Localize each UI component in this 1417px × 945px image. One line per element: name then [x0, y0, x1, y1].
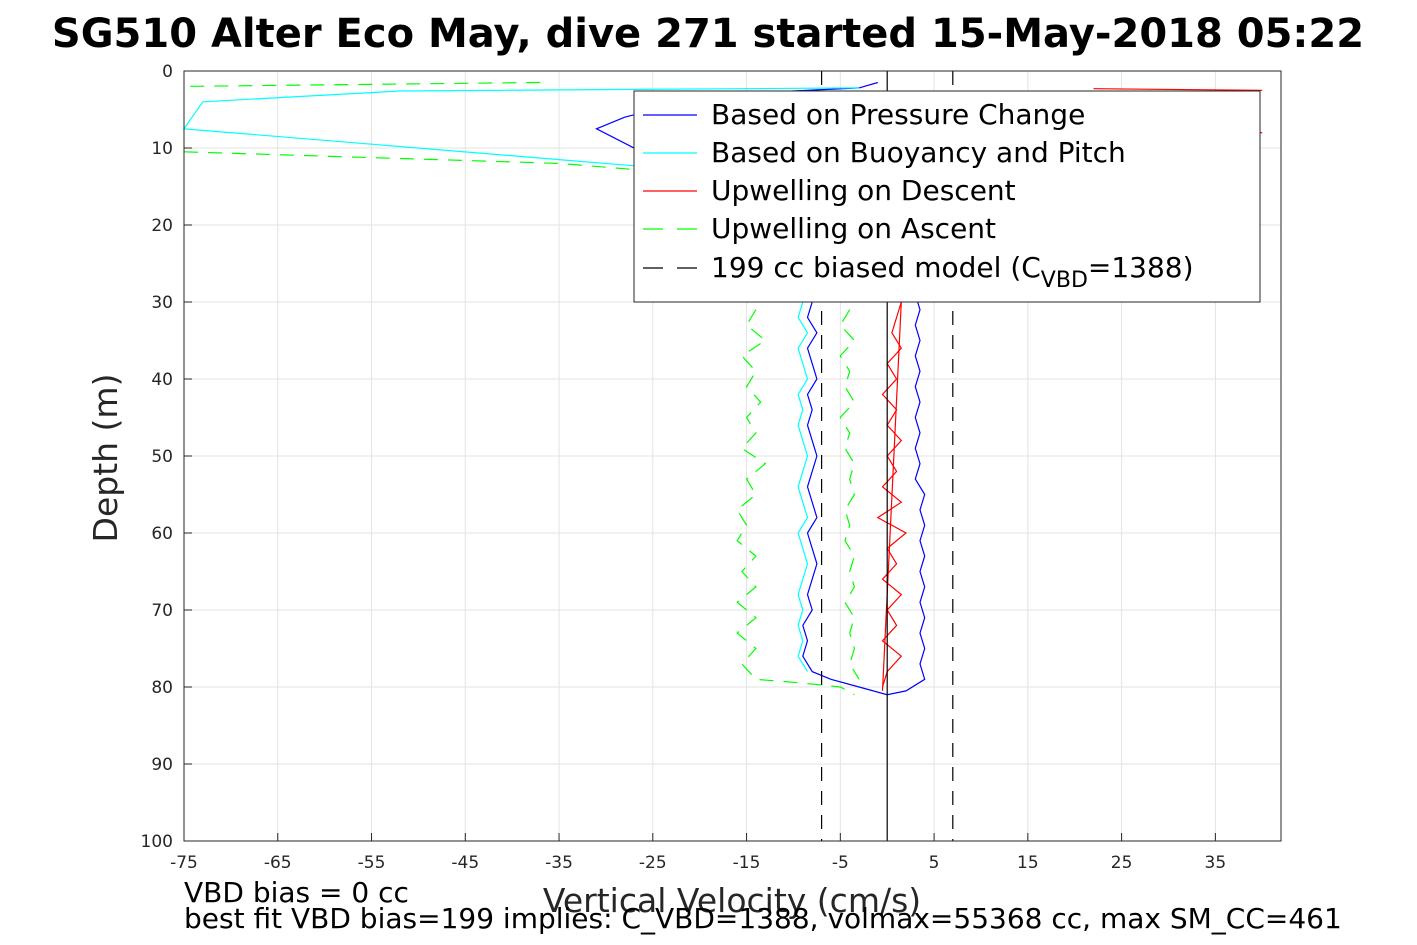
x-axis-label: Vertical Velocity (cm/s): [543, 881, 921, 920]
series-line: [736, 309, 855, 696]
series-line: [839, 309, 860, 680]
legend-label: 199 cc biased model (CVBD=1388): [711, 251, 1194, 293]
x-tick-label: -75: [170, 853, 198, 873]
series-line: [1093, 88, 1263, 91]
series-line: [182, 87, 860, 672]
y-tick-label: 40: [151, 370, 173, 390]
y-tick-label: 50: [151, 447, 173, 467]
y-tick-label: 80: [151, 678, 173, 698]
legend-label: Based on Pressure Change: [711, 98, 1085, 131]
y-tick-label: 10: [151, 139, 173, 159]
chart-title: SG510 Alter Eco May, dive 271 started 15…: [52, 11, 1364, 57]
y-axis-ticks: 0 10 20 30 40 50 60 70 80 90 100: [141, 62, 192, 852]
x-axis-ticks: -75 -65 -55 -45 -35 -25 -15 -5 5 15 25 35: [170, 833, 1226, 873]
x-tick-label: -5: [832, 853, 849, 873]
y-tick-label: 60: [151, 524, 173, 544]
x-tick-label: 35: [1205, 853, 1227, 873]
x-tick-label: -65: [264, 853, 292, 873]
best-fit-note: best fit VBD bias=199 implies: C_VBD=138…: [184, 902, 1342, 935]
x-tick-label: -15: [733, 853, 761, 873]
y-axis-label: Depth (m): [86, 374, 125, 543]
y-tick-label: 100: [141, 832, 173, 852]
y-tick-label: 0: [162, 62, 173, 82]
legend-box: [633, 90, 1261, 303]
legend-label: Upwelling on Descent: [711, 174, 1016, 207]
x-tick-label: -55: [358, 853, 386, 873]
legend: Based on Pressure Change Based on Buoyanc…: [633, 90, 1261, 303]
x-tick-label: 5: [929, 853, 940, 873]
x-tick-label: -35: [545, 853, 573, 873]
x-tick-label: 15: [1017, 853, 1039, 873]
series-line: [876, 301, 908, 688]
series-line: [881, 301, 902, 691]
x-tick-label: 25: [1111, 853, 1133, 873]
y-tick-label: 30: [151, 293, 173, 313]
series-line: [183, 81, 541, 87]
y-tick-label: 90: [151, 755, 173, 775]
x-tick-label: -25: [639, 853, 667, 873]
vbd-bias-note: VBD bias = 0 cc: [184, 876, 409, 909]
legend-label: Based on Buoyancy and Pitch: [711, 136, 1126, 169]
legend-label: Upwelling on Ascent: [711, 212, 996, 245]
x-tick-label: -45: [451, 853, 479, 873]
y-tick-label: 20: [151, 216, 173, 236]
y-tick-label: 70: [151, 601, 173, 621]
